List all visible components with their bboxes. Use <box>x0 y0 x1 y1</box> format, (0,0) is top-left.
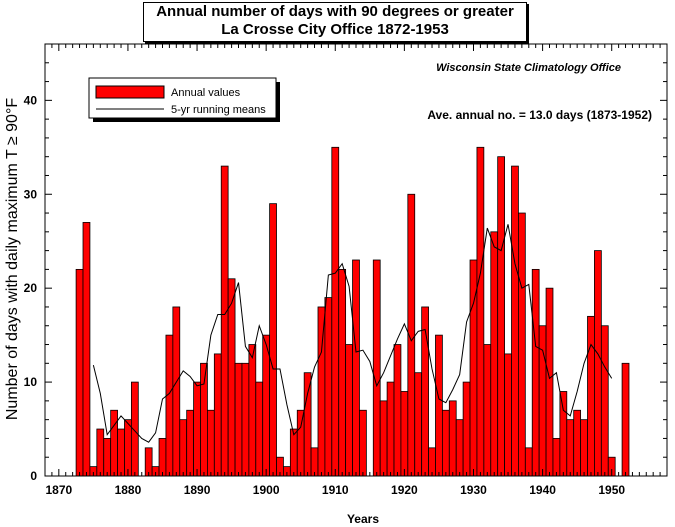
bar-1944 <box>566 419 575 477</box>
bar-1938 <box>524 447 533 477</box>
bar-1897 <box>241 362 250 477</box>
bar-1914 <box>359 409 367 477</box>
bar-1911 <box>338 268 347 477</box>
bar-1888 <box>179 419 188 477</box>
bar-1907 <box>310 447 319 477</box>
chart-title-line2: La Crosse City Office 1872-1953 <box>221 21 449 38</box>
legend: Annual values 5-yr running means <box>88 77 280 122</box>
y-tick-label-40: 40 <box>24 93 38 107</box>
bar-1943 <box>559 391 568 477</box>
bar-1886 <box>165 334 174 477</box>
bar-1928 <box>455 419 464 477</box>
bar-1910 <box>331 146 340 477</box>
bar-1927 <box>448 400 457 477</box>
running-mean-line <box>92 224 613 443</box>
bar-1893 <box>213 353 222 477</box>
legend-swatch-bars <box>95 85 165 99</box>
y-axis-title: Number of days with daily maximum T ≥ 90… <box>4 98 21 420</box>
bar-1883 <box>144 447 153 477</box>
x-tick-label-1940: 1940 <box>529 483 556 497</box>
bar-1946 <box>580 419 588 477</box>
bar-1948 <box>594 250 602 477</box>
chart-title-box: Annual number of days with 90 degrees or… <box>143 2 527 42</box>
bar-1949 <box>600 325 609 477</box>
bar-1947 <box>587 315 595 477</box>
bar-1945 <box>573 409 582 477</box>
bar-1892 <box>207 409 215 477</box>
bar-1891 <box>200 362 208 477</box>
bar-1931 <box>476 146 485 477</box>
bar-1905 <box>296 409 305 477</box>
bar-1900 <box>262 334 271 477</box>
bar-1941 <box>545 287 554 477</box>
bar-1942 <box>552 438 561 477</box>
bar-1889 <box>186 409 194 477</box>
x-tick-label-1900: 1900 <box>253 483 280 497</box>
bar-1935 <box>504 353 512 477</box>
bar-1932 <box>483 344 492 477</box>
bar-1899 <box>255 381 264 477</box>
x-tick-label-1890: 1890 <box>184 483 211 497</box>
x-tick-label-1950: 1950 <box>598 483 625 497</box>
bars-group <box>75 146 630 477</box>
bar-1933 <box>490 231 499 477</box>
bar-1887 <box>172 306 181 477</box>
bar-1929 <box>462 381 471 477</box>
bar-1919 <box>393 344 402 477</box>
bar-1913 <box>352 259 360 477</box>
bar-1912 <box>345 344 353 477</box>
bar-1894 <box>220 165 229 477</box>
bar-1904 <box>289 428 298 477</box>
y-tick-label-10: 10 <box>24 375 38 389</box>
bar-1926 <box>441 409 450 477</box>
bar-1885 <box>158 438 167 477</box>
bar-1873 <box>75 268 84 477</box>
bar-1901 <box>269 203 277 477</box>
x-tick-label-1880: 1880 <box>115 483 142 497</box>
bar-1936 <box>511 165 519 477</box>
bar-1881 <box>130 381 139 477</box>
legend-label-bars: Annual values <box>171 87 241 99</box>
x-tick-label-1930: 1930 <box>460 483 487 497</box>
bar-1906 <box>303 372 312 477</box>
bar-1874 <box>82 222 91 477</box>
source-annotation: Wisconsin State Climatology Office <box>436 62 621 74</box>
bar-1876 <box>96 428 105 477</box>
running-mean-layer <box>92 224 613 443</box>
y-tick-label-20: 20 <box>24 281 38 295</box>
x-axis-title: Years <box>347 512 379 526</box>
x-tick-label-1920: 1920 <box>391 483 418 497</box>
bar-1895 <box>227 278 236 477</box>
bar-1908 <box>317 306 326 477</box>
bar-1880 <box>124 419 132 477</box>
legend-label-line: 5-yr running means <box>171 104 266 116</box>
bar-1878 <box>110 409 118 477</box>
bar-1916 <box>372 259 381 477</box>
bar-1952 <box>621 362 630 477</box>
bar-1920 <box>400 391 409 477</box>
bar-1939 <box>531 268 540 477</box>
average-annotation: Ave. annual no. = 13.0 days (1873-1952) <box>427 108 652 122</box>
bar-1898 <box>248 344 257 477</box>
bar-1922 <box>414 372 423 477</box>
x-tick-label-1870: 1870 <box>45 483 72 497</box>
bar-1937 <box>518 212 526 477</box>
chart-title-line1: Annual number of days with 90 degrees or… <box>156 3 514 20</box>
bar-1924 <box>428 447 436 477</box>
y-tick-label-0: 0 <box>30 469 37 483</box>
bar-1918 <box>386 381 395 477</box>
axes-group: 1870 1880 1890 1900 1910 1920 1930 1940 1950 0 10 2… <box>24 43 668 497</box>
bar-1896 <box>234 362 243 477</box>
bar-1890 <box>193 381 201 477</box>
bar-1934 <box>497 156 505 477</box>
bar-1925 <box>435 334 443 477</box>
bar-1879 <box>117 428 125 477</box>
bar-1909 <box>324 297 333 477</box>
bar-1917 <box>379 400 388 477</box>
x-tick-label-1910: 1910 <box>322 483 349 497</box>
y-tick-label-30: 30 <box>24 187 38 201</box>
bar-1877 <box>103 438 112 477</box>
